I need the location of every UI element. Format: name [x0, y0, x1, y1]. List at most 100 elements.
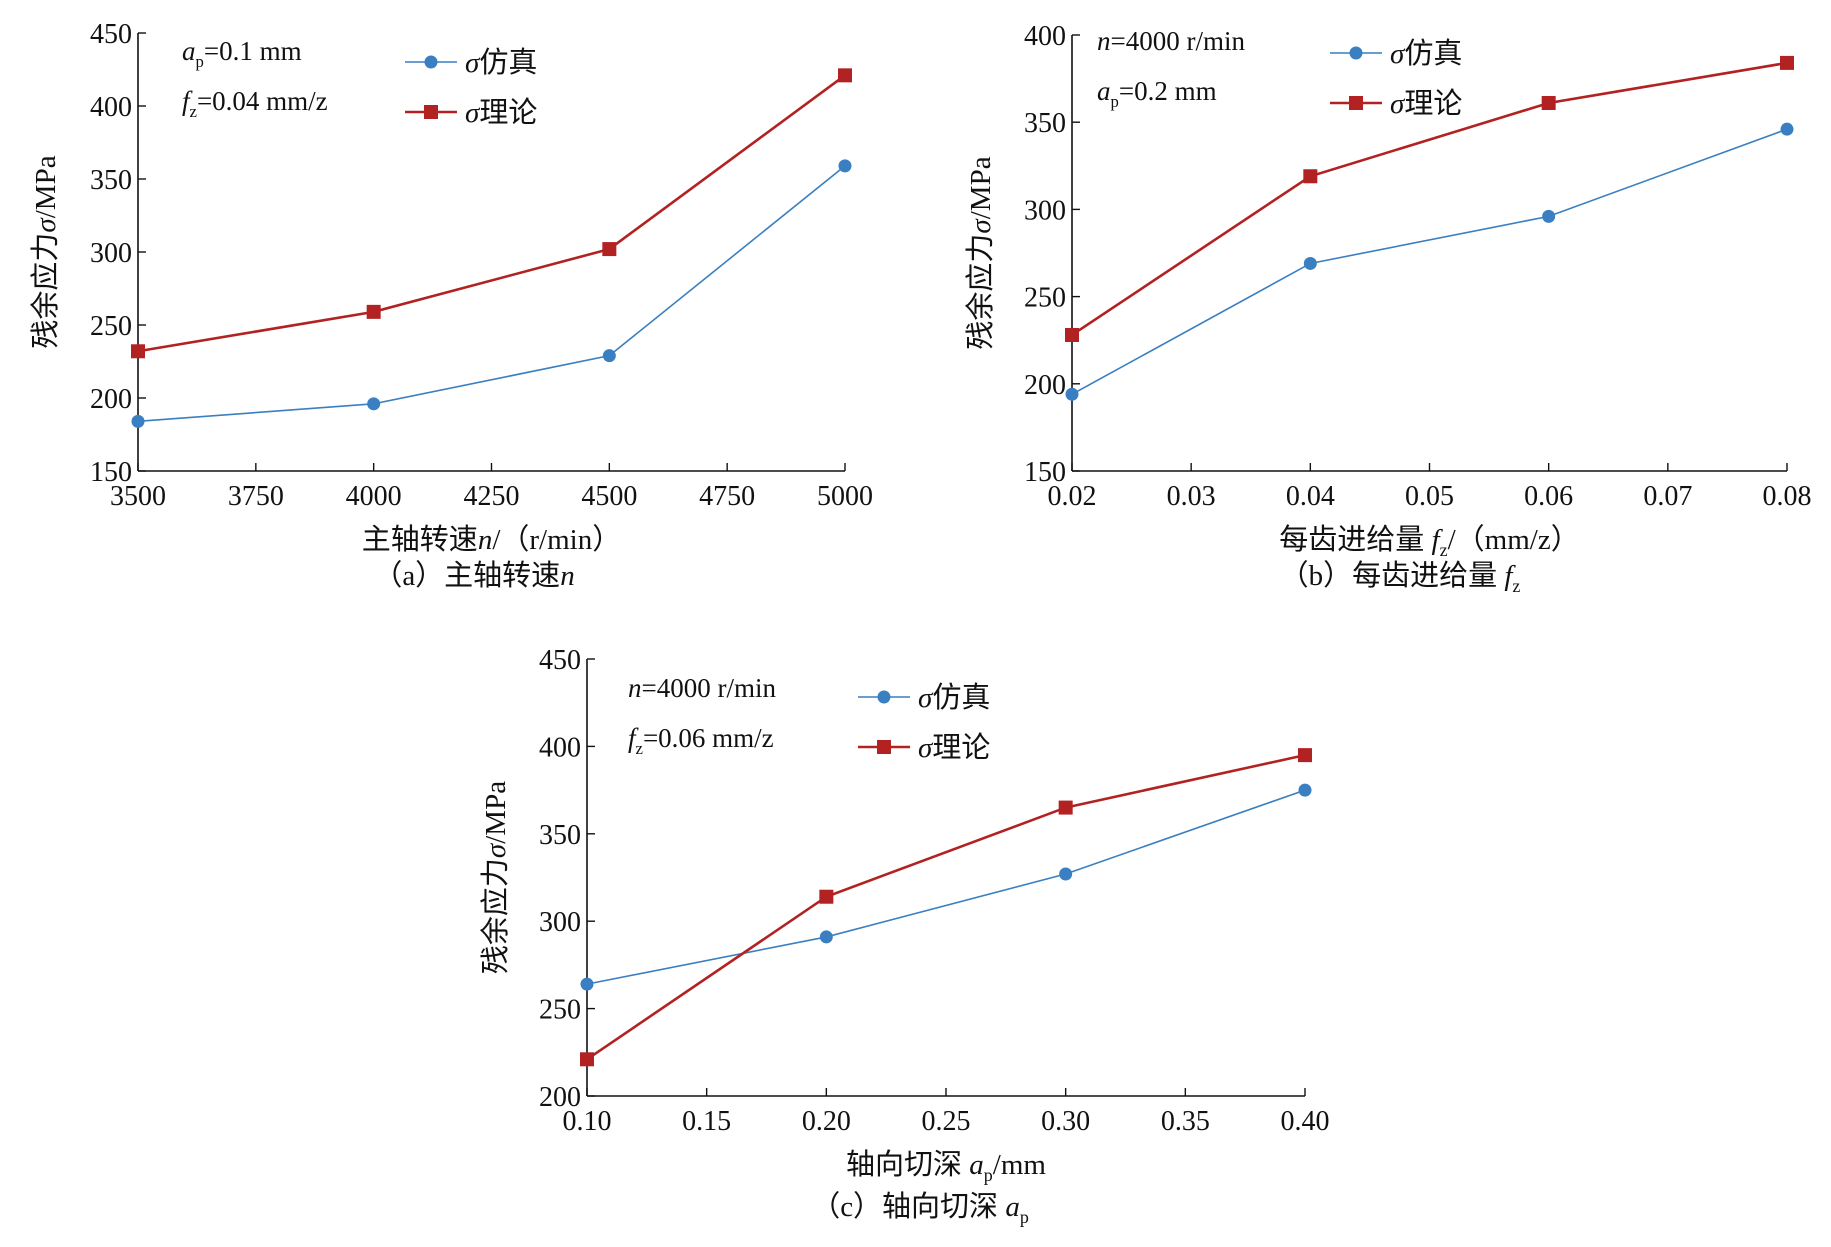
- parameter-annotation: fz​=0.04 mm/z: [182, 86, 328, 121]
- series-line-theory: [586, 753, 1306, 1061]
- chart-caption: （c）轴向切深 ap​: [811, 1190, 1029, 1227]
- legend-marker-square: [424, 105, 438, 119]
- data-point-simulation: [1298, 783, 1312, 797]
- x-tick-label: 4250: [464, 481, 520, 512]
- series-line-simulation: [586, 789, 1306, 985]
- chart-b: 150 200 250 300 350 400 0.02 0.03 0.04 0.05 0.06 0.…: [964, 21, 1812, 596]
- y-tick-label: 450: [539, 645, 581, 676]
- y-axis-label: 残余应力σ/MPa: [29, 155, 62, 348]
- legend-label: σ仿真: [918, 681, 990, 714]
- x-tick-label: 0.40: [1281, 1106, 1330, 1137]
- y-tick-label: 200: [1024, 370, 1066, 401]
- x-tick-label: 5000: [817, 481, 873, 512]
- y-tick-label: 450: [90, 19, 132, 50]
- data-point-theory: [366, 304, 381, 319]
- x-tick-label: 3750: [228, 481, 284, 512]
- data-point-simulation: [602, 349, 616, 363]
- data-point-theory: [1298, 748, 1312, 763]
- x-tick-label: 0.05: [1405, 481, 1454, 512]
- legend-label: σ理论: [918, 731, 990, 764]
- data-point-theory: [1780, 55, 1794, 70]
- series-line-simulation: [1071, 128, 1788, 395]
- legend-marker-circle: [1349, 46, 1363, 60]
- data-point-simulation: [580, 977, 594, 991]
- x-tick-label: 3500: [110, 481, 166, 512]
- y-axis-label: 残余应力σ/MPa: [479, 781, 512, 974]
- data-point-theory: [602, 242, 617, 257]
- x-tick-label: 0.35: [1161, 1106, 1210, 1137]
- y-axis-label: 残余应力σ/MPa: [964, 156, 997, 349]
- y-tick-label: 150: [90, 457, 132, 488]
- data-point-simulation: [131, 414, 145, 428]
- series-line-simulation: [137, 165, 846, 423]
- x-tick-label: 0.30: [1041, 1106, 1090, 1137]
- x-axis-label: 轴向切深 ap​/mm: [846, 1148, 1046, 1185]
- y-tick-label: 250: [539, 995, 581, 1026]
- data-point-theory: [1058, 800, 1073, 815]
- y-tick-label: 300: [1024, 195, 1066, 226]
- legend-marker-square: [877, 740, 891, 754]
- x-tick-label: 4000: [346, 481, 402, 512]
- data-point-theory: [580, 1052, 594, 1067]
- data-point-simulation: [1303, 256, 1317, 270]
- data-point-theory: [1303, 169, 1318, 184]
- chart-a: 150 200 250 300 350 400 450 3500 3750 4000 4250 450…: [29, 19, 873, 592]
- y-tick-label: 350: [539, 820, 581, 851]
- legend-label: σ仿真: [465, 46, 537, 79]
- y-tick-label: 150: [1024, 457, 1066, 488]
- series-line-theory: [137, 74, 846, 353]
- data-point-theory: [838, 68, 852, 83]
- y-tick-label: 350: [1024, 108, 1066, 139]
- parameter-annotation: n=4000 r/min: [628, 673, 776, 703]
- legend-marker-circle: [424, 55, 438, 69]
- parameter-annotation: n=4000 r/min: [1097, 26, 1245, 56]
- series-line-theory: [1071, 61, 1788, 337]
- legend-label: σ仿真: [1390, 37, 1462, 70]
- data-point-simulation: [1065, 387, 1079, 401]
- data-point-simulation: [838, 159, 852, 173]
- x-tick-label: 0.10: [563, 1106, 612, 1137]
- chart-c: 200 250 300 350 400 450 0.10 0.15 0.20 0.25 0.30 0.…: [479, 645, 1330, 1227]
- data-point-simulation: [1780, 122, 1794, 136]
- data-point-theory: [1541, 96, 1556, 111]
- y-tick-label: 400: [539, 732, 581, 763]
- parameter-annotation: fz​=0.06 mm/z: [628, 723, 774, 758]
- y-tick-label: 200: [90, 384, 132, 415]
- x-axis-label: 主轴转速n/（r/min）: [362, 523, 621, 556]
- y-tick-label: 300: [539, 907, 581, 938]
- x-axis-label: 每齿进给量 fz​/（mm/z）: [1279, 523, 1579, 560]
- x-tick-label: 4500: [581, 481, 637, 512]
- data-point-simulation: [819, 930, 833, 944]
- y-tick-label: 250: [90, 311, 132, 342]
- legend-marker-circle: [877, 690, 891, 704]
- data-point-theory: [1065, 327, 1079, 342]
- x-tick-label: 0.06: [1524, 481, 1573, 512]
- x-tick-label: 0.15: [682, 1106, 731, 1137]
- x-tick-label: 4750: [699, 481, 755, 512]
- legend-label: σ理论: [465, 96, 537, 129]
- data-point-theory: [819, 889, 834, 904]
- legend-label: σ理论: [1390, 87, 1462, 120]
- x-tick-label: 0.07: [1643, 481, 1692, 512]
- x-tick-label: 0.20: [802, 1106, 851, 1137]
- data-point-simulation: [1059, 867, 1073, 881]
- data-point-simulation: [1542, 209, 1556, 223]
- data-point-theory: [131, 344, 145, 359]
- x-tick-label: 0.04: [1286, 481, 1335, 512]
- chart-caption: （b）每齿进给量 fz​: [1280, 559, 1521, 596]
- parameter-annotation: ap​=0.1 mm: [182, 36, 302, 71]
- x-tick-label: 0.25: [922, 1106, 971, 1137]
- x-tick-label: 0.03: [1167, 481, 1216, 512]
- data-point-simulation: [367, 397, 381, 411]
- parameter-annotation: ap​=0.2 mm: [1097, 76, 1217, 111]
- y-tick-label: 200: [539, 1082, 581, 1113]
- y-tick-label: 250: [1024, 283, 1066, 314]
- y-tick-label: 350: [90, 165, 132, 196]
- legend-marker-square: [1349, 96, 1363, 110]
- y-tick-label: 300: [90, 238, 132, 269]
- y-tick-label: 400: [1024, 21, 1066, 52]
- x-tick-label: 0.02: [1048, 481, 1097, 512]
- y-tick-label: 400: [90, 92, 132, 123]
- chart-caption: （a）主轴转速n: [373, 559, 574, 592]
